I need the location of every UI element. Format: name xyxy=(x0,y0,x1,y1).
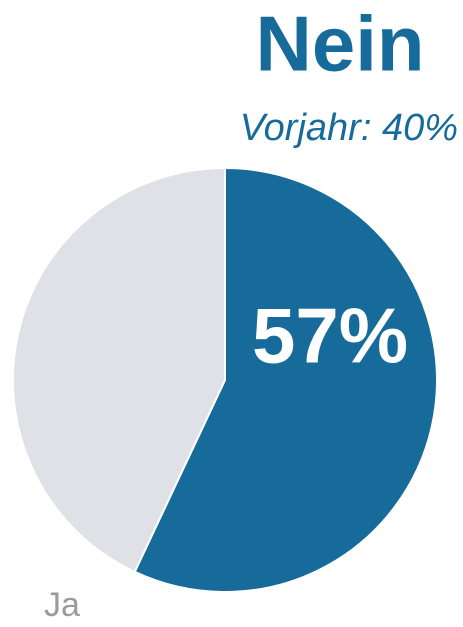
data-label: 57% xyxy=(252,292,408,380)
slice-label: Nein xyxy=(255,0,424,88)
pie-slice xyxy=(12,166,226,574)
pie xyxy=(12,166,438,593)
chart-subtitle: Vorjahr: 40% xyxy=(240,107,458,149)
pie-slice xyxy=(133,166,438,593)
slice-label: Ja xyxy=(44,586,80,624)
